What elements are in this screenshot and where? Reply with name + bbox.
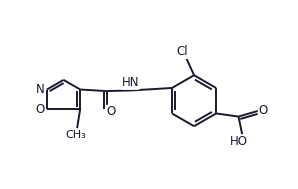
Text: CH₃: CH₃ bbox=[66, 130, 86, 140]
Text: O: O bbox=[106, 105, 116, 118]
Text: HO: HO bbox=[229, 135, 248, 148]
Text: HN: HN bbox=[122, 76, 139, 89]
Text: Cl: Cl bbox=[177, 45, 188, 58]
Text: O: O bbox=[259, 104, 268, 117]
Text: N: N bbox=[36, 83, 44, 96]
Text: O: O bbox=[35, 103, 45, 116]
